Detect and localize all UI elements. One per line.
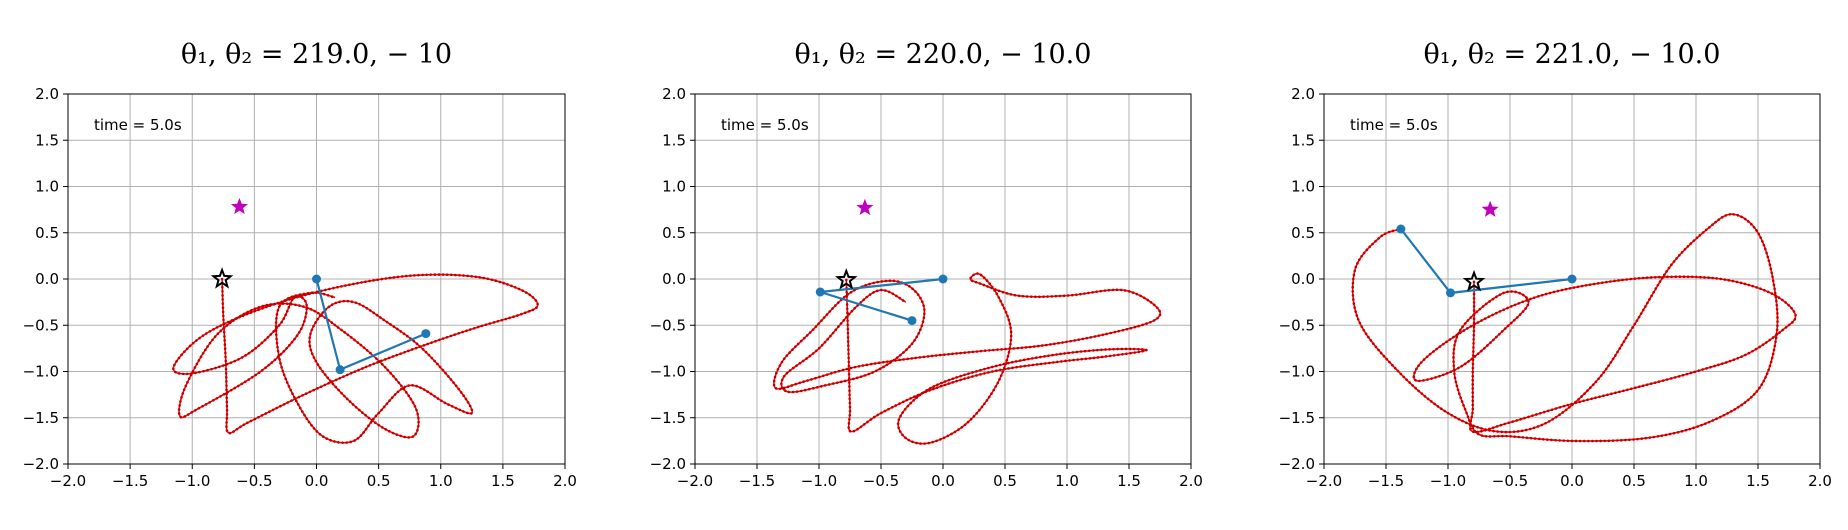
x-tick-label: −0.5 xyxy=(236,472,272,490)
y-tick-label: 0.0 xyxy=(662,270,686,288)
subplot-1: θ₁, θ₂ = 219.0, − 10 −2.0 −1.5 −1.0 −0.5 0.0… xyxy=(23,39,577,490)
x-tick-label: −0.5 xyxy=(863,472,899,490)
y-tick-label: −0.5 xyxy=(1279,316,1315,334)
x-tick-label: 1.5 xyxy=(491,472,515,490)
x-tick-label: 1.5 xyxy=(1746,472,1770,490)
pendulum-arm xyxy=(1400,228,1573,295)
x-tick-label: 1.0 xyxy=(1684,472,1708,490)
y-tick-label: −1.0 xyxy=(23,363,59,381)
y-tick-label: 1.0 xyxy=(662,178,686,196)
pendulum-joint xyxy=(1567,274,1577,284)
y-tick-label: −2.0 xyxy=(23,455,59,473)
x-tick-label: −0.5 xyxy=(1492,472,1528,490)
y-tick-label: −0.5 xyxy=(23,316,59,334)
trajectory-markers xyxy=(172,273,540,445)
y-tick-label: −1.5 xyxy=(23,409,59,427)
subplot-3: θ₁, θ₂ = 221.0, − 10.0 −2.0 −1.5 −1.0 −0.5 0… xyxy=(1279,39,1832,490)
pendulum-joint xyxy=(1445,288,1455,298)
y-tick-label: 1.0 xyxy=(1291,178,1315,196)
x-tick-label: 1.0 xyxy=(429,472,453,490)
x-tick-label: 0.0 xyxy=(305,472,329,490)
x-tick-label: 0.0 xyxy=(931,472,955,490)
x-tick-label: 0.5 xyxy=(367,472,391,490)
subplot-title: θ₁, θ₂ = 220.0, − 10.0 xyxy=(795,39,1092,70)
y-tick-label: 0.5 xyxy=(662,224,686,242)
y-tick-label: −2.0 xyxy=(1279,455,1315,473)
axes-frame xyxy=(1323,93,1821,465)
x-tick-label: −1.5 xyxy=(739,472,775,490)
x-tick-label: 2.0 xyxy=(1179,472,1203,490)
axes-frame xyxy=(67,93,566,465)
x-tick-label: −1.5 xyxy=(1368,472,1404,490)
pendulum-joint xyxy=(421,329,431,339)
y-tick-label: 0.0 xyxy=(1291,270,1315,288)
x-tick-label: −2.0 xyxy=(677,472,713,490)
subplot-title: θ₁, θ₂ = 221.0, − 10.0 xyxy=(1424,39,1721,70)
pendulum-joint xyxy=(907,316,917,326)
pendulum-joint xyxy=(335,365,345,375)
end-star xyxy=(1462,269,1486,292)
y-tick-label: 1.0 xyxy=(35,178,59,196)
target-star xyxy=(856,198,874,216)
subplot-title: θ₁, θ₂ = 219.0, − 10 xyxy=(181,39,452,70)
y-tick-label: −1.5 xyxy=(1279,409,1315,427)
x-tick-label: 0.5 xyxy=(1622,472,1646,490)
target-star xyxy=(230,197,249,215)
x-tick-label: 1.0 xyxy=(1055,472,1079,490)
pendulum-joint xyxy=(312,274,321,284)
y-tick-label: 1.5 xyxy=(35,131,59,149)
x-tick-label: −1.5 xyxy=(112,472,148,490)
x-tick-label: 0.0 xyxy=(1560,472,1584,490)
x-tick-label: −1.0 xyxy=(801,472,837,490)
end-star xyxy=(210,267,234,289)
end-star xyxy=(835,268,858,290)
x-tick-label: −2.0 xyxy=(50,472,86,490)
x-tick-label: −1.0 xyxy=(1430,472,1466,490)
time-annotation: time = 5.0s xyxy=(1350,116,1438,134)
y-tick-label: 1.5 xyxy=(662,131,686,149)
trajectory-line xyxy=(1351,213,1797,442)
x-tick-label: 2.0 xyxy=(1808,472,1832,490)
pendulum-joint xyxy=(938,274,948,284)
subplot-2: θ₁, θ₂ = 220.0, − 10.0 −2.0 −1.5 −1.0 −0.5 0… xyxy=(650,39,1203,490)
axes-frame xyxy=(694,93,1192,465)
trajectory-markers xyxy=(772,272,1162,445)
y-tick-label: −1.0 xyxy=(1279,363,1315,381)
y-tick-label: −2.0 xyxy=(650,455,686,473)
x-tick-label: −1.0 xyxy=(174,472,210,490)
y-tick-label: 0.5 xyxy=(35,224,59,242)
x-tick-label: 2.0 xyxy=(553,472,577,490)
y-tick-label: −0.5 xyxy=(650,316,686,334)
trajectory-markers xyxy=(1351,212,1797,443)
y-tick-label: 0.5 xyxy=(1291,224,1315,242)
y-tick-label: −1.0 xyxy=(650,363,686,381)
target-star xyxy=(1481,200,1499,217)
x-tick-label: 0.5 xyxy=(993,472,1017,490)
x-tick-label: −2.0 xyxy=(1306,472,1342,490)
time-annotation: time = 5.0s xyxy=(721,116,809,134)
pendulum-joint xyxy=(1396,224,1406,234)
y-tick-label: −1.5 xyxy=(650,409,686,427)
pendulum-joint xyxy=(815,287,825,297)
time-annotation: time = 5.0s xyxy=(94,116,182,134)
x-tick-label: 1.5 xyxy=(1117,472,1141,490)
y-tick-label: 1.5 xyxy=(1291,131,1315,149)
y-tick-label: 2.0 xyxy=(662,85,686,103)
y-tick-label: 0.0 xyxy=(35,270,59,288)
y-tick-label: 2.0 xyxy=(1291,85,1315,103)
y-tick-label: 2.0 xyxy=(35,85,59,103)
